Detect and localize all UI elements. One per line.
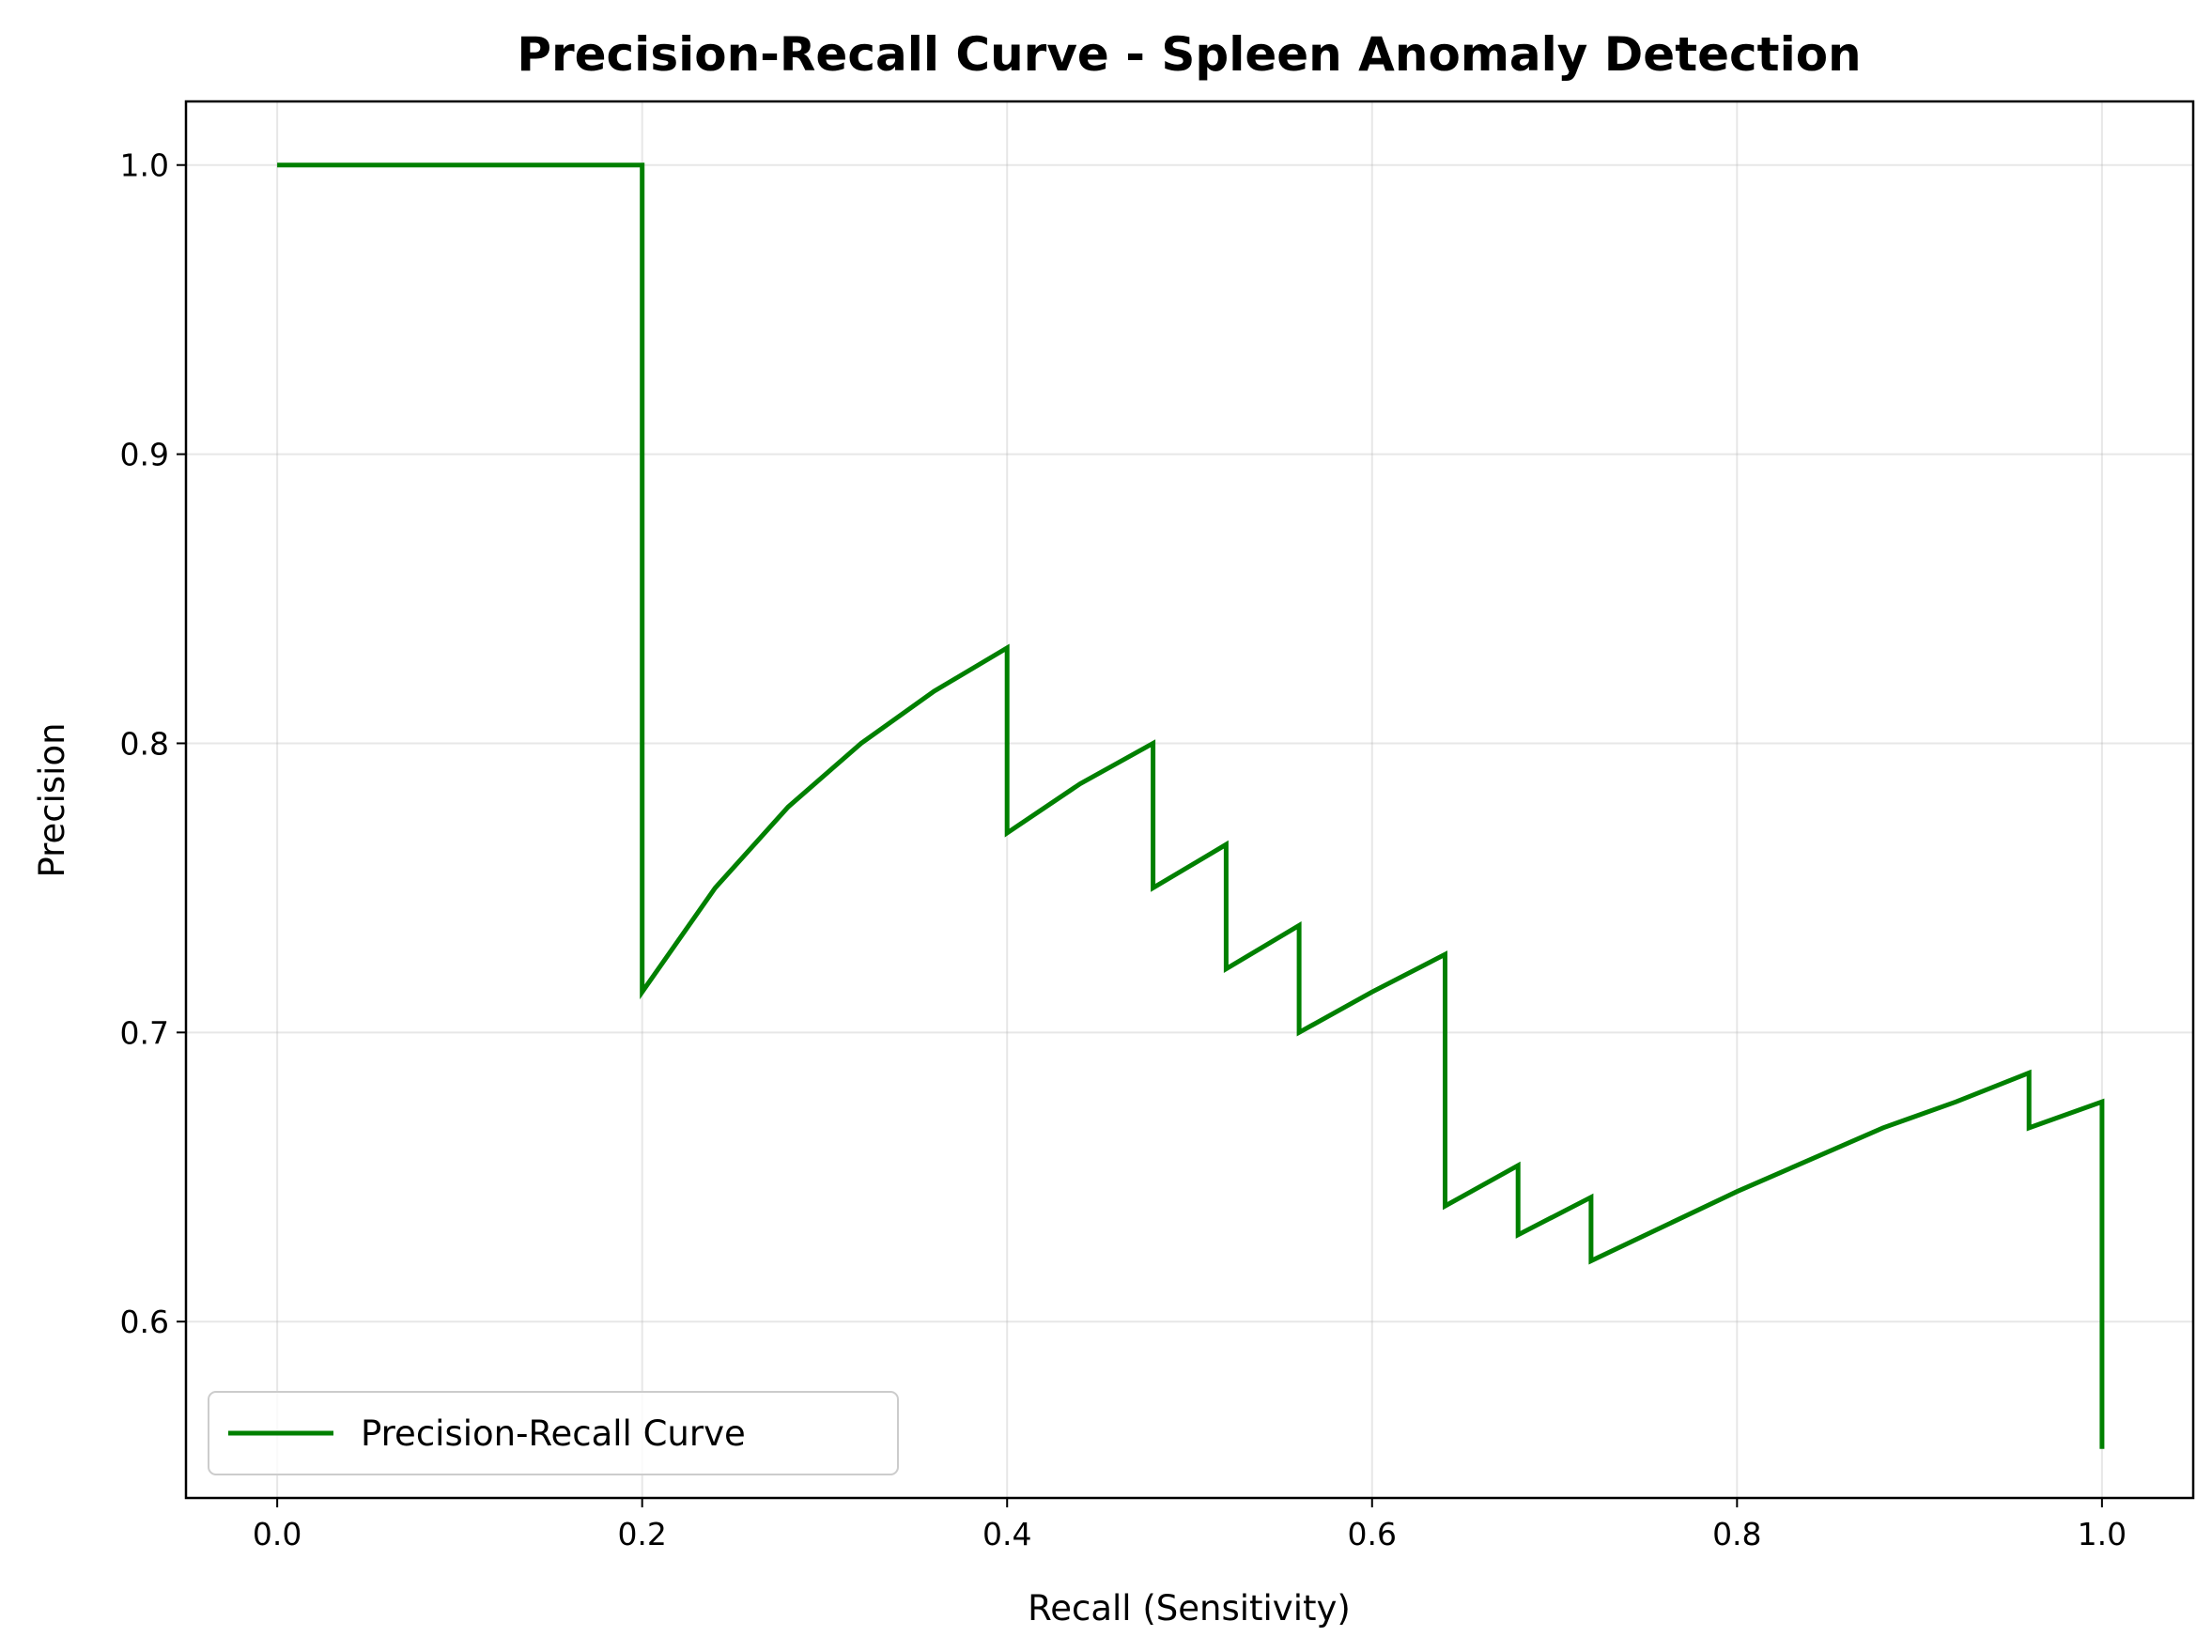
x-tick-label: 0.6 bbox=[1348, 1516, 1397, 1552]
y-tick-label: 0.8 bbox=[120, 725, 169, 762]
chart-title: Precision-Recall Curve - Spleen Anomaly … bbox=[517, 27, 1861, 82]
series-line-precision-recall bbox=[277, 162, 2105, 1449]
legend: Precision-Recall Curve bbox=[208, 1391, 899, 1475]
y-tick-label: 0.7 bbox=[120, 1014, 169, 1051]
legend-box bbox=[208, 1391, 899, 1475]
ticks: 0.0 0.2 0.4 0.6 0.8 1.0 0.6 0.7 0.8 0.9 1.0 bbox=[120, 147, 2127, 1552]
x-tick-label: 0.2 bbox=[617, 1516, 666, 1552]
x-tick-label: 0.4 bbox=[982, 1516, 1031, 1552]
y-axis-label: Precision bbox=[32, 722, 72, 877]
plot-lines bbox=[277, 162, 2105, 1449]
legend-entry-label: Precision-Recall Curve bbox=[361, 1413, 746, 1454]
y-tick-label: 0.6 bbox=[120, 1304, 169, 1340]
plot-frame bbox=[184, 100, 2195, 1500]
x-axis-label: Recall (Sensitivity) bbox=[1028, 1588, 1351, 1629]
y-tick-label: 1.0 bbox=[120, 147, 169, 184]
x-tick-label: 0.8 bbox=[1712, 1516, 1761, 1552]
x-tick-label: 0.0 bbox=[253, 1516, 302, 1552]
y-tick-label: 0.9 bbox=[120, 437, 169, 473]
x-tick-label: 1.0 bbox=[2078, 1516, 2127, 1552]
